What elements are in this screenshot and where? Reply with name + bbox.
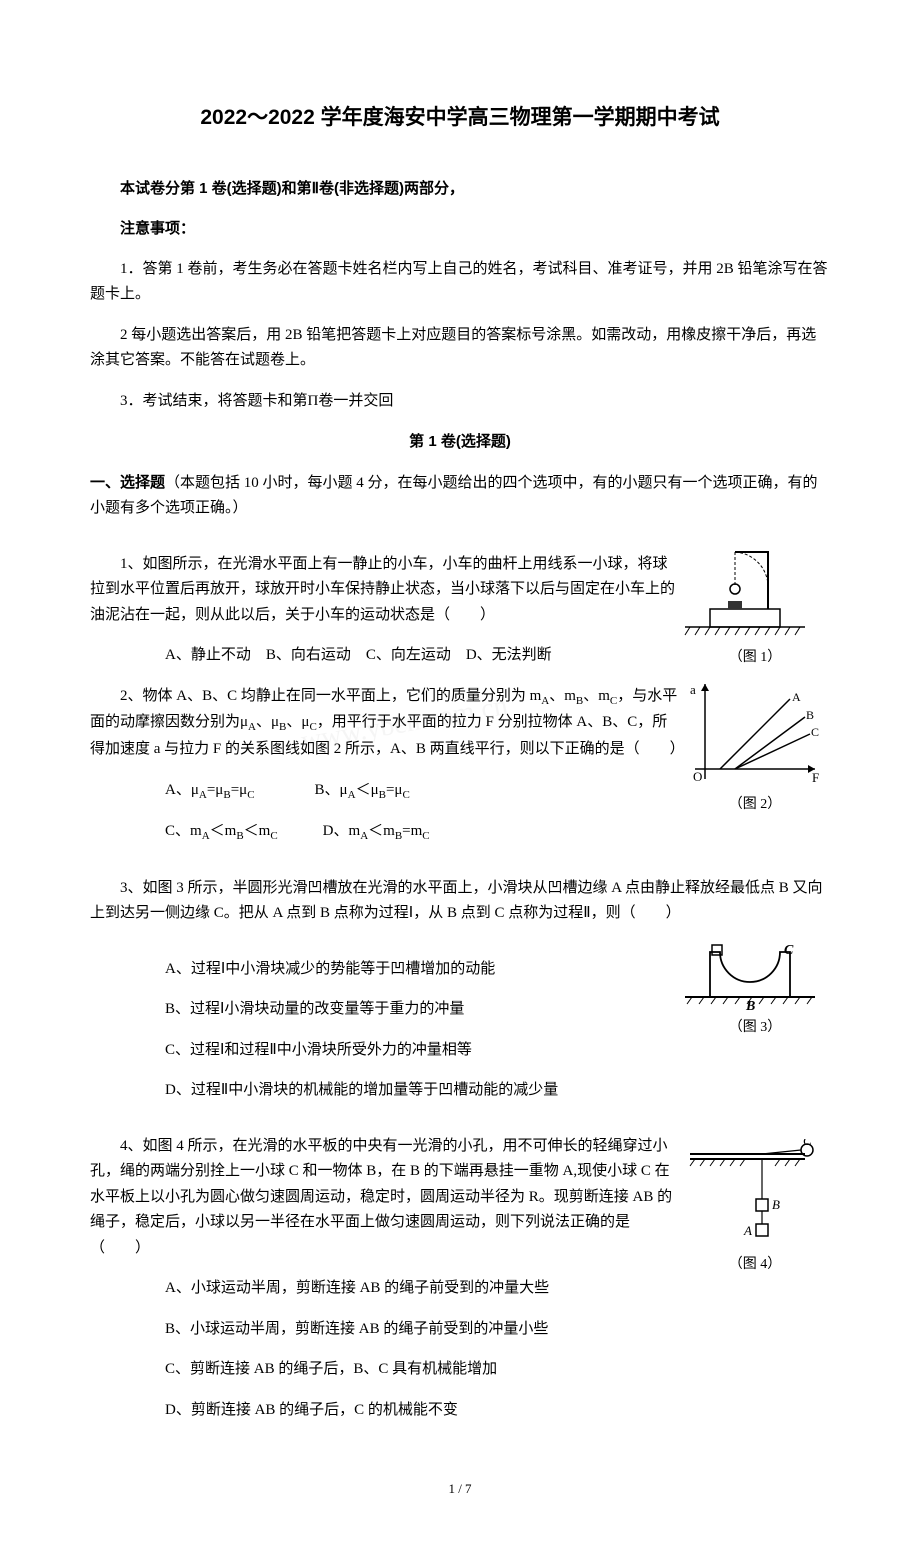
section-title: 第 1 卷(选择题)	[90, 429, 830, 455]
q1-text: 1、如图所示，在光滑水平面上有一静止的小车，小车的曲杆上用线系一小球，将球拉到水…	[90, 552, 680, 629]
intro-text: 本试卷分第 1 卷(选择题)和第Ⅱ卷(非选择题)两部分，	[90, 176, 830, 202]
svg-text:B: B	[806, 708, 814, 722]
q1-q2-row: 1、如图所示，在光滑水平面上有一静止的小车，小车的曲杆上用线系一小球，将球拉到水…	[90, 537, 830, 861]
figure-1: （图 1）	[680, 537, 830, 670]
q2-text: 2、物体 A、B、C 均静止在同一水平面上，它们的质量分别为 mA、mB、mC，…	[90, 684, 680, 763]
q3-optC: C、过程Ⅰ和过程Ⅱ中小滑块所受外力的冲量相等	[90, 1038, 680, 1064]
svg-text:O: O	[693, 769, 702, 784]
q1-options: A、静止不动 B、向右运动 C、向左运动 D、无法判断	[90, 643, 680, 669]
svg-text:a: a	[690, 682, 696, 697]
q4-optC: C、剪断连接 AB 的绳子后，B、C 具有机械能增加	[90, 1357, 680, 1383]
q2-options-row2: C、mA＜mB＜mC D、mA＜mB=mC	[90, 819, 680, 846]
q4-text-col: 4、如图 4 所示，在光滑的水平板的中央有一光滑的小孔，用不可伸长的轻绳穿过小孔…	[90, 1119, 680, 1439]
figures-col-1-2: （图 1） F a O A B	[680, 537, 830, 818]
q3-optA: A、过程Ⅰ中小滑块减少的势能等于凹槽增加的动能	[90, 957, 680, 983]
page-footer: 1 / 7	[90, 1478, 830, 1500]
fig1-icon	[680, 537, 810, 642]
fig3-icon: A C B	[680, 942, 820, 1012]
q3-options-col: A、过程Ⅰ中小滑块减少的势能等于凹槽增加的动能 B、过程Ⅰ小滑块动量的改变量等于…	[90, 942, 680, 1119]
fig2-caption: （图 2）	[680, 793, 830, 817]
svg-text:F: F	[812, 770, 819, 785]
svg-text:A: A	[792, 690, 801, 704]
notice-heading: 注意事项：	[90, 216, 830, 242]
exam-page: 2022～2022 学年度海安中学高三物理第一学期期中考试 本试卷分第 1 卷(…	[0, 0, 920, 1541]
svg-text:C: C	[811, 725, 819, 739]
svg-text:C: C	[784, 943, 794, 958]
fig4-icon: C B A	[680, 1139, 820, 1249]
q3-optD: D、过程Ⅱ中小滑块的机械能的增加量等于凹槽动能的减少量	[90, 1078, 680, 1104]
fig3-caption: （图 3）	[680, 1016, 830, 1040]
svg-text:B: B	[745, 999, 755, 1012]
fig1-caption: （图 1）	[680, 646, 830, 670]
figure-3: A C B （图 3）	[680, 942, 830, 1040]
q1-q2-text: 1、如图所示，在光滑水平面上有一静止的小车，小车的曲杆上用线系一小球，将球拉到水…	[90, 537, 680, 861]
notice-item: 1．答第 1 卷前，考生务必在答题卡姓名栏内写上自己的姓名，考试科目、准考证号，…	[90, 257, 830, 308]
q4-optD: D、剪断连接 AB 的绳子后，C 的机械能不变	[90, 1398, 680, 1424]
q4-text: 4、如图 4 所示，在光滑的水平板的中央有一光滑的小孔，用不可伸长的轻绳穿过小孔…	[90, 1134, 680, 1262]
q4-row: 4、如图 4 所示，在光滑的水平板的中央有一光滑的小孔，用不可伸长的轻绳穿过小孔…	[90, 1119, 830, 1439]
figure-2: F a O A B C （图 2）	[680, 679, 830, 817]
figure-4: C B A （图 4）	[680, 1139, 830, 1277]
svg-text:A: A	[709, 942, 719, 946]
q2-options-row1: A、μA=μB=μC B、μA＜μB=μC	[90, 778, 680, 805]
fig4-caption: （图 4）	[680, 1253, 830, 1277]
notice-item: 2 每小题选出答案后，用 2B 铅笔把答题卡上对应题目的答案标号涂黑。如需改动，…	[90, 323, 830, 374]
q4-optB: B、小球运动半周，剪断连接 AB 的绳子前受到的冲量小些	[90, 1317, 680, 1343]
q3-row: A、过程Ⅰ中小滑块减少的势能等于凹槽增加的动能 B、过程Ⅰ小滑块动量的改变量等于…	[90, 942, 830, 1119]
q3-text: 3、如图 3 所示，半圆形光滑凹槽放在光滑的水平面上，小滑块从凹槽边缘 A 点由…	[90, 876, 830, 927]
svg-text:B: B	[772, 1197, 780, 1212]
mc-heading: 一、选择题（本题包括 10 小时，每小题 4 分，在每小题给出的四个选项中，有的…	[90, 470, 830, 522]
notice-item: 3．考试结束，将答题卡和第Π卷一并交回	[90, 389, 830, 415]
svg-text:A: A	[743, 1223, 752, 1238]
q4-optA: A、小球运动半周，剪断连接 AB 的绳子前受到的冲量大些	[90, 1276, 680, 1302]
page-title: 2022～2022 学年度海安中学高三物理第一学期期中考试	[90, 100, 830, 136]
q3-optB: B、过程Ⅰ小滑块动量的改变量等于重力的冲量	[90, 997, 680, 1023]
fig2-icon: F a O A B C	[680, 679, 820, 789]
svg-text:C: C	[803, 1139, 812, 1148]
mc-heading-rest: （本题包括 10 小时，每小题 4 分，在每小题给出的四个选项中，有的小题只有一…	[90, 475, 818, 517]
mc-heading-prefix: 一、选择题	[90, 474, 165, 491]
